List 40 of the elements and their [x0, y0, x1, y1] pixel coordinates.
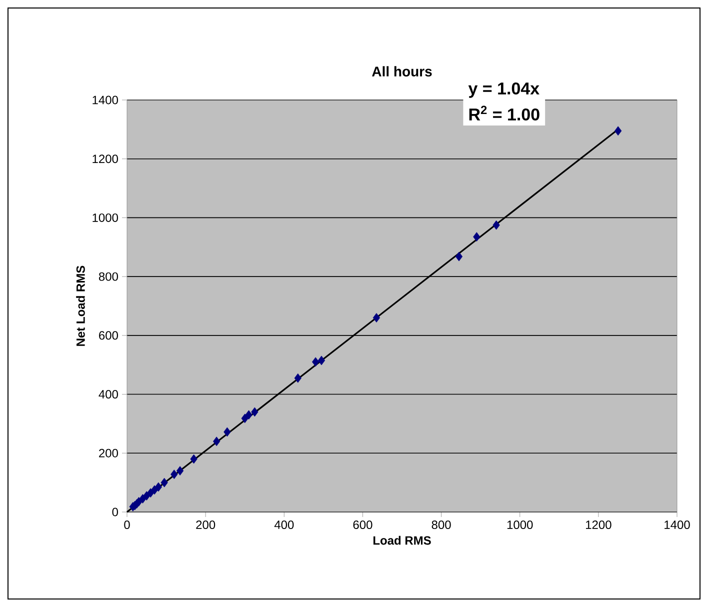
x-tick-label: 200: [196, 520, 216, 530]
x-tick-label: 1200: [586, 520, 612, 530]
point: [176, 466, 184, 476]
point: [139, 494, 146, 504]
point: [492, 220, 500, 230]
y-tick-label: 1400: [92, 96, 118, 104]
point: [312, 357, 320, 367]
x-tick-label: 400: [274, 520, 294, 530]
x-tick-label: 1000: [507, 520, 533, 530]
point: [160, 478, 168, 488]
point: [241, 414, 248, 424]
annotation: R$^{2}$ = 1.00: [469, 106, 540, 120]
point: [154, 482, 162, 492]
point: [455, 252, 463, 262]
point: [473, 232, 480, 242]
chart-title: All hours: [372, 66, 432, 76]
y-tick-label: 1200: [92, 154, 118, 164]
x-tick-label: 600: [353, 520, 372, 530]
point: [251, 407, 258, 417]
point: [294, 373, 302, 383]
y-tick-label: 800: [98, 272, 118, 281]
y-tick-label: 0: [112, 508, 118, 516]
x-tick-label: 1400: [664, 520, 690, 530]
y-tick-label: 1000: [92, 213, 118, 222]
x-tick-label: 800: [432, 520, 451, 530]
point: [372, 313, 380, 322]
y-tick-label: 400: [98, 390, 118, 399]
x-tick-label: 0: [124, 520, 130, 530]
y-tick-label: 200: [99, 448, 118, 458]
point: [190, 454, 198, 464]
point: [224, 427, 231, 437]
point: [245, 410, 252, 420]
text: y = 1.04x: [468, 82, 540, 98]
y-axis-title: Net Load RMS: [76, 266, 85, 346]
y-tick-label: 600: [99, 331, 118, 340]
x-axis-title: Load RMS: [373, 536, 431, 545]
point: [170, 470, 178, 480]
point: [213, 436, 220, 446]
point: [318, 356, 326, 366]
point: [614, 126, 622, 136]
